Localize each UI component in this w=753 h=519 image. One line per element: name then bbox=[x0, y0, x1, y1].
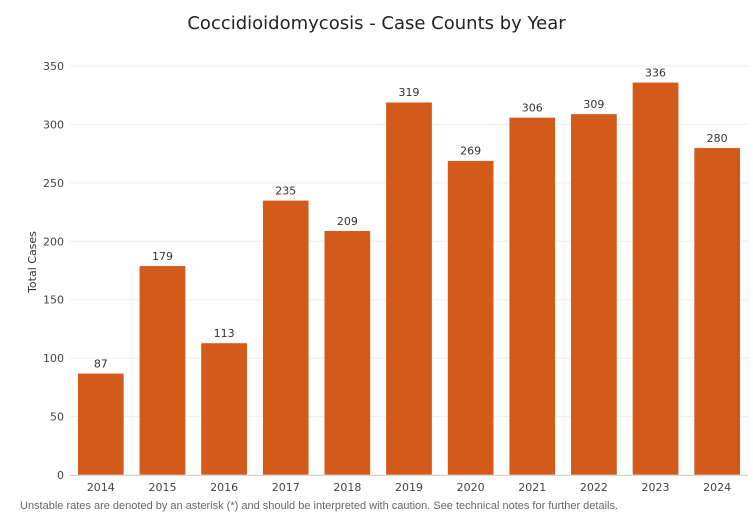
data-label-2018: 209 bbox=[337, 215, 358, 228]
axes: 0 50 100 150 200 250 300 350 2014 2015 2016 2017 201… bbox=[43, 60, 748, 494]
bar-2017 bbox=[262, 200, 310, 476]
footnote: Unstable rates are denoted by an asteris… bbox=[20, 500, 619, 512]
data-label-2020: 269 bbox=[460, 145, 481, 158]
y-tick-label: 200 bbox=[43, 235, 64, 248]
y-tick-label: 150 bbox=[43, 294, 64, 307]
x-tick-label: 2021 bbox=[518, 481, 546, 494]
data-label-2021: 306 bbox=[522, 101, 543, 114]
data-label-2017: 235 bbox=[275, 184, 296, 197]
bar-2016 bbox=[200, 342, 248, 476]
chart-title: Coccidioidomycosis - Case Counts by Year bbox=[187, 13, 566, 34]
bar-2018 bbox=[324, 230, 371, 476]
y-tick-label: 350 bbox=[43, 60, 64, 73]
bar-2015 bbox=[139, 265, 186, 476]
y-axis-label: Total Cases bbox=[26, 231, 39, 294]
data-labels: 87 179 113 235 209 319 269 306 309 336 280 bbox=[94, 66, 728, 370]
data-label-2019: 319 bbox=[399, 86, 420, 99]
bar-2021 bbox=[508, 117, 556, 476]
y-tick-label: 0 bbox=[57, 469, 64, 482]
data-label-2023: 336 bbox=[645, 66, 666, 79]
bar-2023 bbox=[632, 82, 679, 476]
x-tick-label: 2015 bbox=[148, 481, 176, 494]
bar-2020 bbox=[447, 160, 495, 476]
bar-2022 bbox=[570, 113, 618, 476]
x-tick-label: 2024 bbox=[703, 481, 731, 494]
x-tick-label: 2020 bbox=[457, 481, 485, 494]
y-tick-label: 100 bbox=[43, 352, 64, 365]
bar-2024 bbox=[693, 147, 741, 476]
data-label-2016: 113 bbox=[214, 327, 235, 340]
x-tick-label: 2019 bbox=[395, 481, 423, 494]
y-tick-label: 250 bbox=[43, 177, 64, 190]
bar-2019 bbox=[385, 101, 433, 476]
x-tick-label: 2017 bbox=[272, 481, 300, 494]
x-tick-label: 2022 bbox=[580, 481, 608, 494]
y-tick-label: 300 bbox=[43, 118, 64, 131]
x-tick-label: 2018 bbox=[333, 481, 361, 494]
data-label-2022: 309 bbox=[583, 98, 604, 111]
x-tick-label: 2023 bbox=[642, 481, 670, 494]
bar-2014 bbox=[77, 373, 125, 476]
bars bbox=[77, 82, 741, 476]
x-tick-label: 2016 bbox=[210, 481, 238, 494]
x-tick-label: 2014 bbox=[87, 481, 115, 494]
y-tick-label: 50 bbox=[50, 411, 64, 424]
data-label-2014: 87 bbox=[94, 357, 108, 370]
data-label-2015: 179 bbox=[152, 250, 173, 263]
data-label-2024: 280 bbox=[707, 132, 728, 145]
